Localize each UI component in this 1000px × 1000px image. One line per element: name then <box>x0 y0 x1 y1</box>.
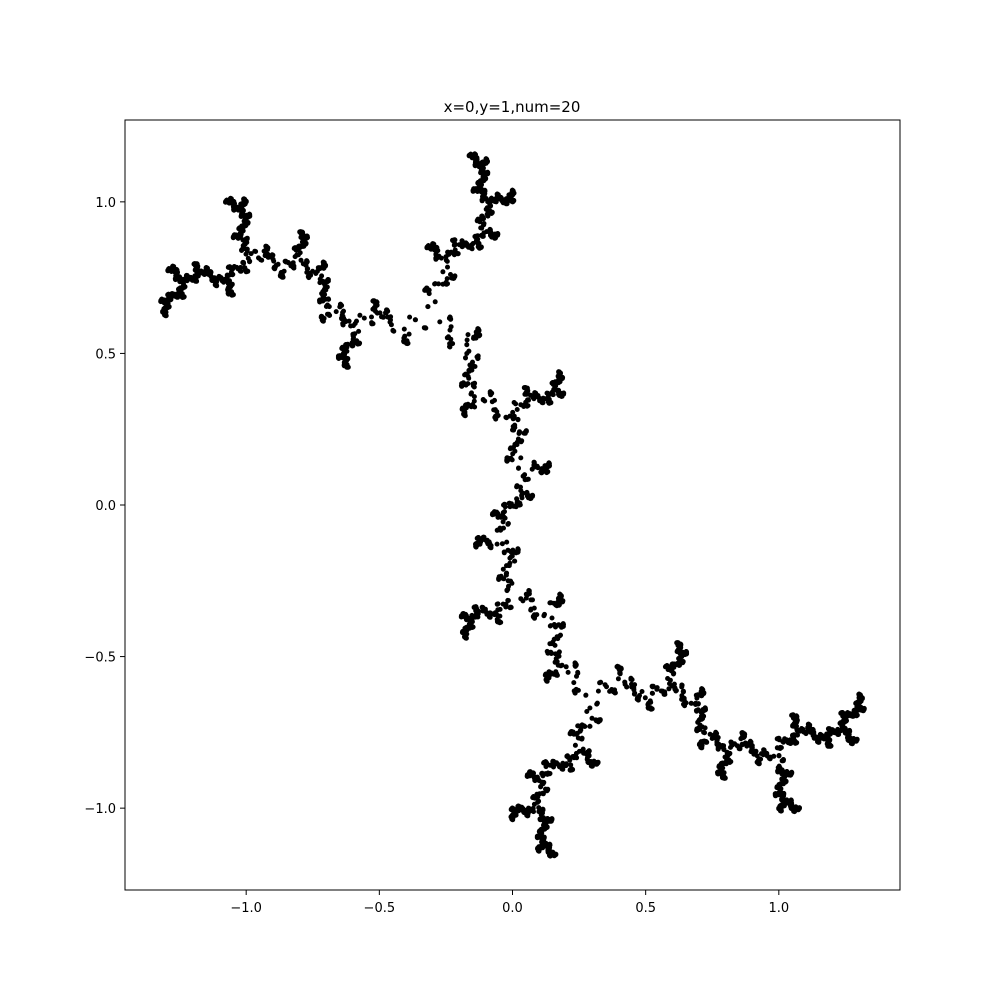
y-tick-label: −0.5 <box>84 651 116 666</box>
y-tick-label: 0.0 <box>95 499 116 514</box>
x-tick-label: 0.5 <box>635 901 656 916</box>
x-tick-label: 1.0 <box>768 901 789 916</box>
y-tick-label: 0.5 <box>95 347 116 362</box>
y-tick-label: −1.0 <box>84 802 116 817</box>
x-tick-label: −0.5 <box>364 901 396 916</box>
x-tick-label: 0.0 <box>502 901 523 916</box>
axes-frame <box>124 119 901 891</box>
axis-ticks: −1.0 −0.5 0.0 0.5 1.0 1.0 0.5 0.0 −0.5 −1.0 <box>84 196 789 916</box>
chart-title: x=0,y=1,num=20 <box>444 98 581 116</box>
y-tick-label: 1.0 <box>95 196 116 211</box>
x-tick-label: −1.0 <box>230 901 262 916</box>
data-point <box>158 151 867 859</box>
julia-set-points <box>158 151 867 859</box>
